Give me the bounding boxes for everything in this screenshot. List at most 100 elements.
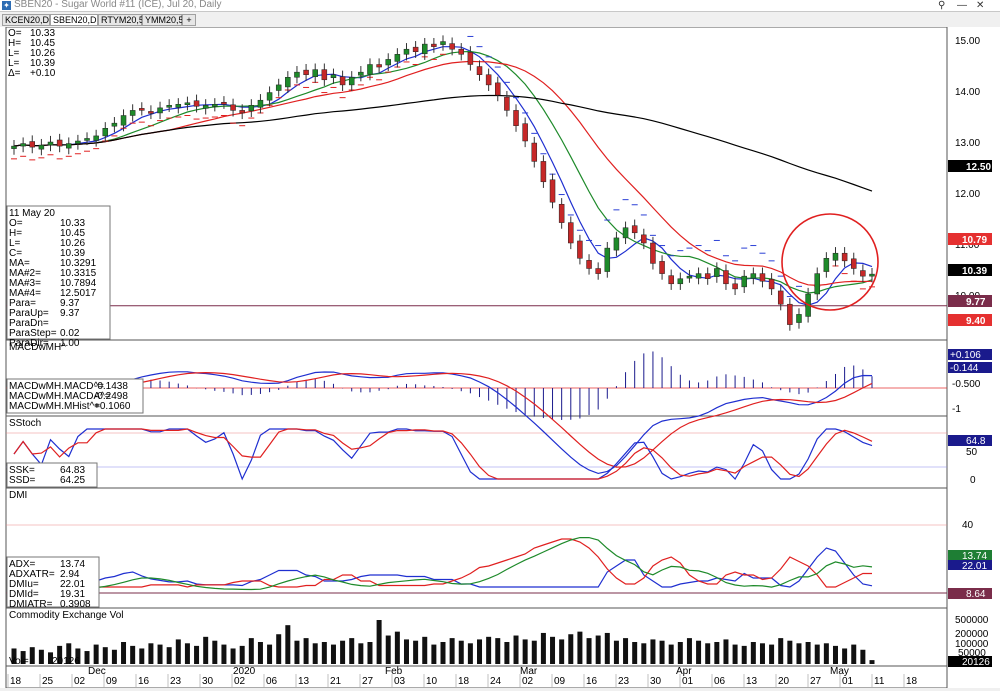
volume-bar bbox=[11, 648, 17, 664]
candle-down bbox=[485, 74, 492, 86]
volume-bar bbox=[714, 642, 720, 664]
candle-up bbox=[84, 138, 90, 141]
volume-bar bbox=[504, 642, 510, 664]
volume-bar bbox=[513, 635, 519, 664]
price-panel[interactable] bbox=[5, 26, 948, 341]
ohlc-high-key: H= bbox=[8, 38, 21, 49]
volume-bar bbox=[148, 643, 154, 664]
chart-svg[interactable]: O= 10.33 H= 10.45 L= 10.26 L= 10.39 Δ= +… bbox=[0, 20, 1000, 689]
candle-down bbox=[193, 100, 200, 107]
databox-val: 10.7894 bbox=[60, 278, 97, 289]
candle-up bbox=[294, 71, 300, 78]
volume-bar bbox=[57, 645, 63, 664]
volume-bar bbox=[221, 644, 227, 664]
databox-val: 10.33 bbox=[60, 218, 85, 229]
macd-key: MACDwMH.MACDA^= bbox=[9, 391, 111, 402]
volume-bar bbox=[467, 643, 473, 664]
time-axis-month: 2020 bbox=[233, 666, 256, 677]
dmi-badge-adx-text: 13.74 bbox=[962, 551, 987, 562]
tab-kcen20[interactable]: KCEN20,D bbox=[2, 14, 50, 26]
tab-ymm20[interactable]: YMM20,5 bbox=[142, 14, 184, 26]
candle-up bbox=[348, 77, 355, 86]
candle-down bbox=[148, 111, 154, 114]
volume-bar bbox=[248, 638, 254, 664]
databox-key: ParaUp= bbox=[9, 308, 49, 319]
candle-down bbox=[841, 252, 848, 262]
time-axis-day: 18 bbox=[906, 676, 918, 687]
candle-down bbox=[321, 69, 328, 81]
tab-sben20[interactable]: SBEN20,D bbox=[50, 14, 98, 26]
dmi-minus-line bbox=[14, 538, 872, 588]
macd-val: -0.2498 bbox=[94, 391, 128, 402]
volume-bar bbox=[48, 652, 54, 664]
volume-bar bbox=[413, 640, 419, 664]
databox-key: Para= bbox=[9, 298, 36, 309]
search-icon[interactable]: ⚲ bbox=[938, 0, 946, 11]
databox-val: 0.02 bbox=[60, 328, 80, 339]
volume-bar bbox=[340, 640, 346, 664]
time-axis-day: 18 bbox=[458, 676, 470, 687]
minimize-button[interactable]: — bbox=[957, 0, 967, 11]
price-scale-label: 13.00 bbox=[955, 138, 980, 149]
ohlc-high-val: 10.45 bbox=[30, 38, 55, 49]
volume-bar bbox=[823, 643, 829, 664]
volume-bar bbox=[686, 638, 692, 664]
candle-down bbox=[431, 43, 437, 47]
time-axis-month: May bbox=[830, 666, 849, 677]
time-axis-day: 11 bbox=[874, 676, 885, 687]
app-logo-icon: ✦ bbox=[2, 1, 11, 10]
volume-value: 20126 bbox=[52, 656, 80, 667]
candle-up bbox=[677, 278, 684, 285]
volume-bar bbox=[477, 639, 483, 664]
candle-up bbox=[66, 143, 72, 149]
dmi-panel[interactable] bbox=[5, 487, 948, 609]
dmi-val: 22.01 bbox=[60, 579, 85, 590]
volume-bar bbox=[759, 643, 765, 664]
price-badge-para-text: 9.40 bbox=[966, 316, 986, 327]
volume-bar bbox=[586, 638, 592, 664]
candle-up bbox=[330, 74, 337, 79]
macd-key: MACDwMH.MACD^= bbox=[9, 381, 104, 392]
add-tab-button[interactable]: + bbox=[182, 14, 196, 26]
volume-bar bbox=[75, 648, 81, 664]
candle-down bbox=[777, 290, 784, 305]
volume-bar bbox=[595, 635, 601, 664]
macd-val: -0.1438 bbox=[94, 381, 128, 392]
volume-bar bbox=[431, 644, 437, 664]
volume-bar bbox=[842, 648, 848, 664]
macd-badge-macd bbox=[948, 362, 992, 373]
time-axis-day: 16 bbox=[138, 676, 150, 687]
stoch-badge bbox=[948, 435, 992, 446]
price-scale-label: 12.00 bbox=[955, 189, 980, 200]
candle-up bbox=[75, 140, 81, 144]
time-axis-day: 23 bbox=[170, 676, 182, 687]
time-axis-month: Feb bbox=[385, 666, 403, 677]
macd-line bbox=[14, 371, 873, 475]
volume-bar bbox=[623, 638, 629, 664]
volume-bar bbox=[787, 640, 793, 664]
volume-badge-text: 20126 bbox=[962, 657, 990, 668]
candle-up bbox=[604, 247, 611, 272]
candle-up bbox=[869, 273, 875, 277]
chart-area[interactable]: O= 10.33 H= 10.45 L= 10.26 L= 10.39 Δ= +… bbox=[0, 20, 1000, 689]
tab-rtym20[interactable]: RTYM20,5 bbox=[98, 14, 144, 26]
volume-bar bbox=[696, 640, 702, 664]
volume-bar bbox=[705, 643, 711, 664]
databox-val: 10.3291 bbox=[60, 258, 97, 269]
volume-bar bbox=[851, 644, 857, 664]
volume-bar bbox=[568, 634, 574, 664]
time-axis-day: 27 bbox=[810, 676, 822, 687]
stoch-key: SSD= bbox=[9, 475, 36, 486]
time-axis-day: 02 bbox=[522, 676, 534, 687]
candle-up bbox=[120, 115, 127, 126]
volume-label: Vol= bbox=[9, 656, 29, 667]
stoch-key: SSK= bbox=[9, 465, 35, 476]
candle-down bbox=[704, 273, 711, 279]
close-button[interactable]: ✕ bbox=[976, 0, 985, 11]
volume-bar bbox=[29, 647, 35, 664]
volume-bar bbox=[440, 642, 446, 664]
time-axis-day: 18 bbox=[10, 676, 22, 687]
stoch-badge-text: 64.8 bbox=[966, 436, 986, 447]
candle-up bbox=[823, 258, 830, 272]
databox-date: 11 May 20 bbox=[9, 208, 55, 219]
